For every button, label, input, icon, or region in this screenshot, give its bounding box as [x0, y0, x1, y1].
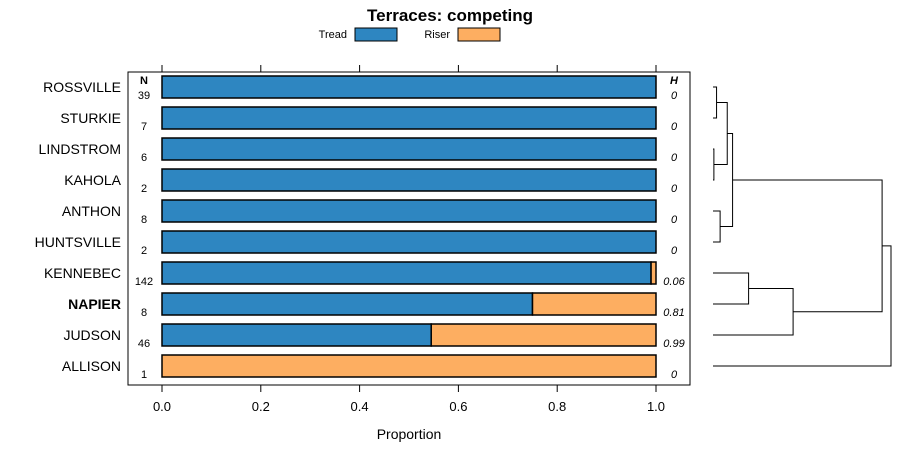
n-value-sturkie: 7 [141, 121, 147, 133]
h-value-anthon: 0 [671, 214, 678, 226]
bars-group [161, 75, 657, 378]
x-axis: 0.0 0.2 0.4 0.6 0.8 1.0 [153, 65, 665, 414]
h-value-huntsville: 0 [671, 245, 678, 257]
category-label-allison: ALLISON [62, 358, 121, 374]
dendrogram-branch [720, 133, 734, 227]
x-tick-label: 0.0 [153, 399, 171, 414]
category-label-judson: JUDSON [63, 327, 121, 343]
h-value-kahola: 0 [671, 183, 678, 195]
n-value-huntsville: 2 [141, 245, 147, 257]
bar-anthon-tread [161, 199, 657, 223]
x-tick-label: 0.4 [351, 399, 369, 414]
h-value-kennebec: 0.06 [663, 276, 685, 288]
legend-swatch-riser [457, 27, 501, 42]
bar-judson-riser [430, 323, 657, 347]
h-value-lindstrom: 0 [671, 152, 678, 164]
category-label-kahola: KAHOLA [64, 172, 121, 188]
bar-kennebec-riser [650, 261, 657, 285]
dendrogram-branch [713, 272, 750, 305]
legend-label-riser: Riser [424, 29, 450, 41]
h-value-napier: 0.81 [663, 307, 684, 319]
x-tick-label: 0.2 [252, 399, 270, 414]
n-value-anthon: 8 [141, 214, 147, 226]
category-label-sturkie: STURKIE [60, 110, 121, 126]
h-value-rossville: 0 [671, 90, 678, 102]
n-value-judson: 46 [138, 338, 150, 350]
h-column-header: H [670, 75, 679, 87]
n-value-napier: 8 [141, 307, 147, 319]
category-label-huntsville: HUNTSVILLE [35, 234, 121, 250]
n-value-kahola: 2 [141, 183, 147, 195]
bar-huntsville-tread [161, 230, 657, 254]
category-label-kennebec: KENNEBEC [44, 265, 121, 281]
h-value-judson: 0.99 [663, 338, 684, 350]
bar-kennebec-tread [161, 261, 652, 285]
dendrogram-branch [732, 179, 883, 313]
n-value-rossville: 39 [138, 90, 150, 102]
legend-swatch-tread [354, 27, 398, 42]
bar-sturkie-tread [161, 106, 657, 130]
x-tick-label: 0.6 [449, 399, 467, 414]
dendrogram-branch [713, 148, 715, 181]
h-value-allison: 0 [671, 369, 678, 381]
bar-judson-tread [161, 323, 432, 347]
legend: Tread Riser [319, 27, 501, 42]
dendrogram-branch [713, 245, 892, 367]
category-label-napier: NAPIER [68, 296, 121, 312]
x-tick-label: 0.8 [548, 399, 566, 414]
category-labels-group: ROSSVILLE 39 0 STURKIE 7 0 LINDSTROM 6 0 KAHOLA 2 0… [35, 79, 686, 381]
h-value-sturkie: 0 [671, 121, 678, 133]
legend-label-tread: Tread [319, 29, 347, 41]
bar-kahola-tread [161, 168, 657, 192]
n-value-allison: 1 [141, 369, 147, 381]
dendrogram-branch [713, 288, 794, 336]
x-tick-label: 1.0 [647, 399, 665, 414]
category-label-anthon: ANTHON [62, 203, 121, 219]
n-value-lindstrom: 6 [141, 152, 147, 164]
dendrogram-branch [713, 210, 721, 243]
plot-frame [127, 71, 691, 386]
category-label-lindstrom: LINDSTROM [39, 141, 121, 157]
bar-lindstrom-tread [161, 137, 657, 161]
category-label-rossville: ROSSVILLE [43, 79, 121, 95]
chart-title: Terraces: competing [367, 6, 533, 25]
dendrogram [713, 86, 892, 367]
dendrogram-branch [713, 102, 728, 165]
bar-allison-riser [161, 354, 657, 378]
bar-rossville-tread [161, 75, 657, 99]
n-value-kennebec: 142 [135, 276, 153, 288]
bar-napier-riser [531, 292, 657, 316]
n-column-header: N [140, 75, 148, 87]
dendrogram-branch [713, 86, 718, 119]
x-axis-title: Proportion [377, 426, 442, 442]
bar-napier-tread [161, 292, 534, 316]
